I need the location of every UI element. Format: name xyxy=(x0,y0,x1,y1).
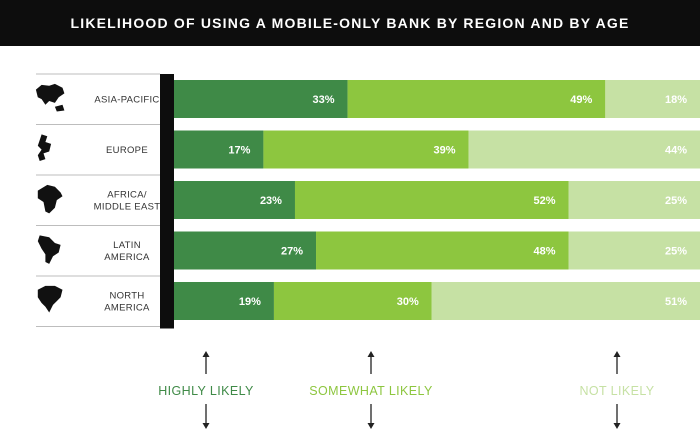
data-label: 52% xyxy=(533,195,555,207)
north-america-map-icon xyxy=(37,285,63,313)
down-arrow-head-icon xyxy=(613,423,621,429)
europe-map-icon xyxy=(37,134,52,161)
latin-america-map-icon xyxy=(37,235,61,264)
bar-segment xyxy=(568,231,700,270)
up-arrow-head-icon xyxy=(367,351,375,357)
bar-segment xyxy=(174,282,274,320)
data-label: 25% xyxy=(665,246,687,258)
bar-segment xyxy=(294,181,569,219)
bar-segment xyxy=(431,282,700,320)
data-label: 33% xyxy=(313,94,335,106)
down-arrow-head-icon xyxy=(367,423,375,429)
data-label: 49% xyxy=(570,94,592,106)
data-label: 30% xyxy=(397,296,419,308)
bar-segment xyxy=(174,181,295,219)
data-label: 25% xyxy=(665,195,687,207)
data-label: 48% xyxy=(533,246,555,258)
category-label: LATIN AMERICA xyxy=(104,240,150,263)
bar-segment xyxy=(174,231,317,270)
chart-title: LIKELIHOOD OF USING A MOBILE-ONLY BANK B… xyxy=(0,0,700,46)
bar-segment xyxy=(468,130,700,169)
asia-pacific-map-icon xyxy=(35,83,65,112)
bar-segment xyxy=(605,80,700,118)
bar-segment xyxy=(347,80,606,118)
bar-segment xyxy=(316,231,569,270)
bar-segment xyxy=(174,130,264,169)
down-arrow-head-icon xyxy=(202,423,210,429)
up-arrow-head-icon xyxy=(613,351,621,357)
data-label: 27% xyxy=(281,246,303,258)
bar-segment xyxy=(174,80,348,118)
legend-label: SOMEWHAT LIKELY xyxy=(309,384,433,398)
bar-segment xyxy=(263,130,469,169)
legend-label: HIGHLY LIKELY xyxy=(158,384,254,398)
bar-segment xyxy=(273,282,432,320)
bar-segment xyxy=(568,181,700,219)
category-label: AFRICA/MIDDLE EAST xyxy=(94,190,161,213)
africa-map-icon xyxy=(37,184,63,214)
category-label: ASIA-PACIFIC xyxy=(94,95,159,106)
legend-label: NOT LIKELY xyxy=(579,384,654,398)
data-label: 44% xyxy=(665,145,687,157)
category-label: EUROPE xyxy=(106,145,148,156)
data-label: 17% xyxy=(228,145,250,157)
data-label: 23% xyxy=(260,195,282,207)
category-axis-bar xyxy=(160,74,174,329)
data-label: 18% xyxy=(665,94,687,106)
up-arrow-head-icon xyxy=(202,351,210,357)
data-label: 19% xyxy=(239,296,261,308)
data-label: 51% xyxy=(665,296,687,308)
data-label: 39% xyxy=(434,145,456,157)
category-label: NORTH AMERICA xyxy=(104,291,150,314)
